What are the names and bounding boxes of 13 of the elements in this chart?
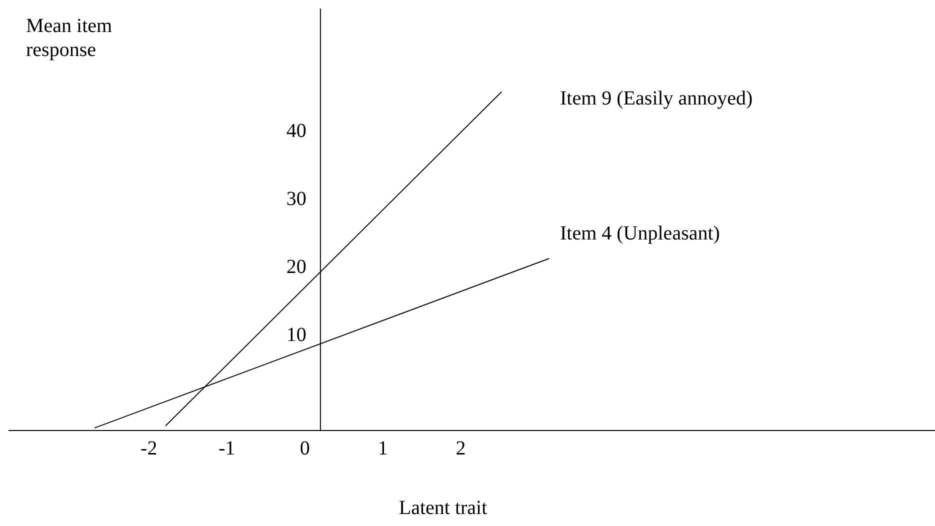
y-axis-title: Mean item response	[26, 15, 113, 61]
x-tick-label: 2	[456, 438, 466, 460]
y-tick-label: 30	[286, 188, 306, 210]
y-tick-label: 10	[286, 324, 306, 346]
series-label: Item 4 (Unpleasant)	[560, 222, 720, 244]
x-axis-title: Latent trait	[398, 497, 488, 519]
y-tick-label: 20	[286, 256, 306, 278]
x-tick-label: 1	[378, 438, 388, 460]
x-tick-label: -1	[218, 438, 236, 460]
text: Item 9 (Easily annoyed)	[560, 88, 753, 110]
x-tick-label: 0	[300, 438, 310, 460]
y-tick-label: 40	[286, 120, 306, 142]
x-tick-label: -2	[140, 438, 158, 460]
